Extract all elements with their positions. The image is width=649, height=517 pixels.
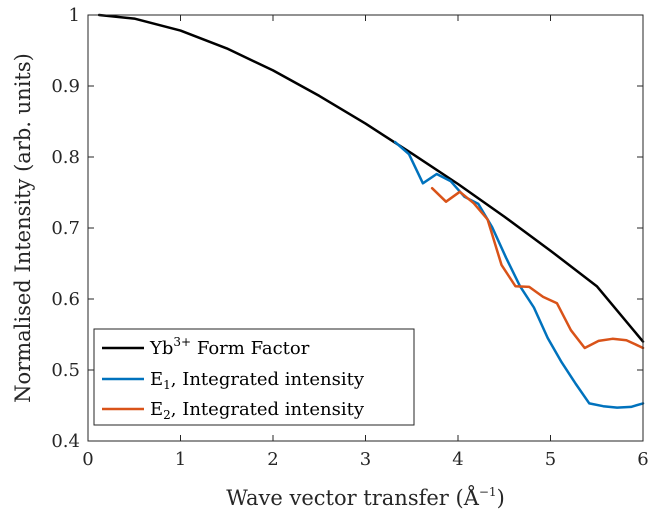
x-tick-label: 6 (637, 449, 648, 470)
ticks-layer: 0 1 2 3 4 5 6 0.4 0.5 0.6 0.7 0.8 0.9 1 (51, 5, 648, 470)
x-tick-label: 1 (175, 449, 186, 470)
legend-label-e1-sub: 1 (163, 378, 171, 392)
legend: Yb3+ Form Factor E1, Integrated intensit… (93, 328, 415, 426)
legend-box (93, 328, 415, 426)
series-e2-integrated-intensity (430, 186, 645, 350)
legend-label-e1-main: E (150, 369, 163, 390)
series-yb-form-factor (97, 13, 645, 343)
x-axis-label-end: ) (497, 486, 505, 510)
y-tick-label: 0.6 (51, 289, 80, 310)
legend-label-e2: E2, Integrated intensity (150, 399, 365, 422)
y-tick-label: 1 (69, 5, 80, 26)
series-layer (97, 13, 645, 409)
x-axis-label: Wave vector transfer (Å−1) (226, 485, 505, 510)
y-tick-label: 0.7 (51, 218, 80, 239)
y-tick-label: 0.4 (51, 431, 80, 452)
legend-label-yb-sup: 3+ (173, 335, 191, 349)
x-tick-label: 2 (267, 449, 278, 470)
y-tick-label: 0.5 (51, 360, 80, 381)
x-tick-label: 3 (360, 449, 371, 470)
x-tick-label: 4 (452, 449, 463, 470)
x-axis-label-sup: −1 (479, 485, 497, 499)
legend-label-e2-rest: , Integrated intensity (171, 399, 365, 420)
legend-label-e1: E1, Integrated intensity (150, 369, 365, 392)
legend-label-e1-rest: , Integrated intensity (171, 369, 365, 390)
x-axis-label-main: Wave vector transfer (Å (226, 485, 480, 510)
legend-label-e2-sub: 2 (163, 408, 171, 422)
y-tick-label: 0.8 (51, 147, 80, 168)
x-tick-label: 5 (545, 449, 556, 470)
legend-label-yb-main: Yb (149, 338, 173, 359)
y-tick-label: 0.9 (51, 76, 80, 97)
legend-label-e2-main: E (150, 399, 163, 420)
legend-label-yb-form-factor: Yb3+ Form Factor (149, 335, 310, 359)
x-tick-label: 0 (82, 449, 93, 470)
y-axis-label: Normalised Intensity (arb. units) (11, 53, 35, 403)
legend-label-yb-rest: Form Factor (191, 338, 310, 359)
